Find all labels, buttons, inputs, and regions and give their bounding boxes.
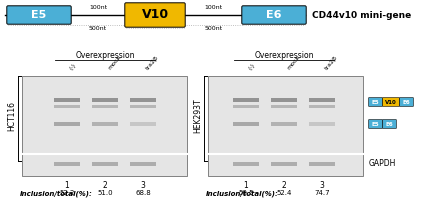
Text: 3: 3: [141, 181, 145, 190]
Text: 68.8: 68.8: [135, 190, 151, 196]
FancyBboxPatch shape: [7, 6, 71, 24]
Text: 100nt: 100nt: [89, 5, 107, 10]
Bar: [271, 105, 297, 108]
Bar: [130, 105, 156, 108]
Bar: [271, 98, 297, 102]
Text: 50.5: 50.5: [238, 190, 254, 196]
Text: 52.2: 52.2: [59, 190, 75, 196]
Text: E5: E5: [372, 100, 379, 105]
FancyBboxPatch shape: [368, 98, 382, 106]
Bar: [130, 162, 156, 166]
FancyBboxPatch shape: [382, 120, 396, 128]
Bar: [130, 122, 156, 126]
Text: 500nt: 500nt: [204, 26, 223, 31]
Bar: [233, 162, 259, 166]
Text: V10: V10: [142, 9, 169, 22]
Bar: [233, 122, 259, 126]
Bar: [271, 122, 297, 126]
Text: 500nt: 500nt: [89, 26, 107, 31]
Text: tra2β: tra2β: [324, 55, 339, 71]
Text: (-): (-): [248, 62, 257, 71]
Bar: [309, 122, 335, 126]
Text: 2: 2: [282, 181, 286, 190]
Bar: [208, 76, 363, 176]
Text: Inclusion/total(%):: Inclusion/total(%):: [20, 190, 93, 197]
Bar: [92, 162, 118, 166]
FancyBboxPatch shape: [399, 98, 413, 106]
Text: tra2β: tra2β: [145, 55, 160, 71]
FancyBboxPatch shape: [382, 98, 399, 106]
Text: E6: E6: [386, 122, 393, 127]
Bar: [54, 122, 80, 126]
Text: 100nt: 100nt: [204, 5, 223, 10]
Text: GAPDH: GAPDH: [369, 160, 396, 168]
Text: 52.4: 52.4: [276, 190, 292, 196]
Text: 1: 1: [244, 181, 248, 190]
Bar: [92, 122, 118, 126]
FancyBboxPatch shape: [125, 3, 185, 27]
Bar: [54, 162, 80, 166]
Text: E5: E5: [31, 10, 47, 20]
Text: Overexpression: Overexpression: [75, 51, 135, 60]
Bar: [54, 105, 80, 108]
Text: 74.7: 74.7: [314, 190, 330, 196]
Text: mock: mock: [107, 55, 122, 71]
Bar: [309, 105, 335, 108]
Text: HEK293T: HEK293T: [193, 99, 203, 133]
Text: mock: mock: [286, 55, 301, 71]
Text: 51.0: 51.0: [97, 190, 113, 196]
Bar: [22, 76, 187, 176]
FancyBboxPatch shape: [242, 6, 306, 24]
Text: E5: E5: [372, 122, 379, 127]
FancyBboxPatch shape: [368, 120, 382, 128]
Text: V10: V10: [385, 100, 397, 105]
Text: E6: E6: [266, 10, 282, 20]
Bar: [233, 105, 259, 108]
Text: 3: 3: [320, 181, 324, 190]
Text: 1: 1: [64, 181, 70, 190]
Bar: [233, 98, 259, 102]
Bar: [271, 162, 297, 166]
Bar: [92, 105, 118, 108]
Text: HCT116: HCT116: [8, 101, 17, 131]
Text: Overexpression: Overexpression: [254, 51, 314, 60]
Text: 2: 2: [103, 181, 107, 190]
Text: Inclusion/total(%):: Inclusion/total(%):: [206, 190, 279, 197]
Bar: [92, 98, 118, 102]
Bar: [130, 98, 156, 102]
Text: CD44v10 mini-gene: CD44v10 mini-gene: [312, 10, 411, 19]
Bar: [54, 98, 80, 102]
Bar: [309, 162, 335, 166]
Text: E6: E6: [403, 100, 410, 105]
Bar: [309, 98, 335, 102]
Text: (-): (-): [69, 62, 77, 71]
